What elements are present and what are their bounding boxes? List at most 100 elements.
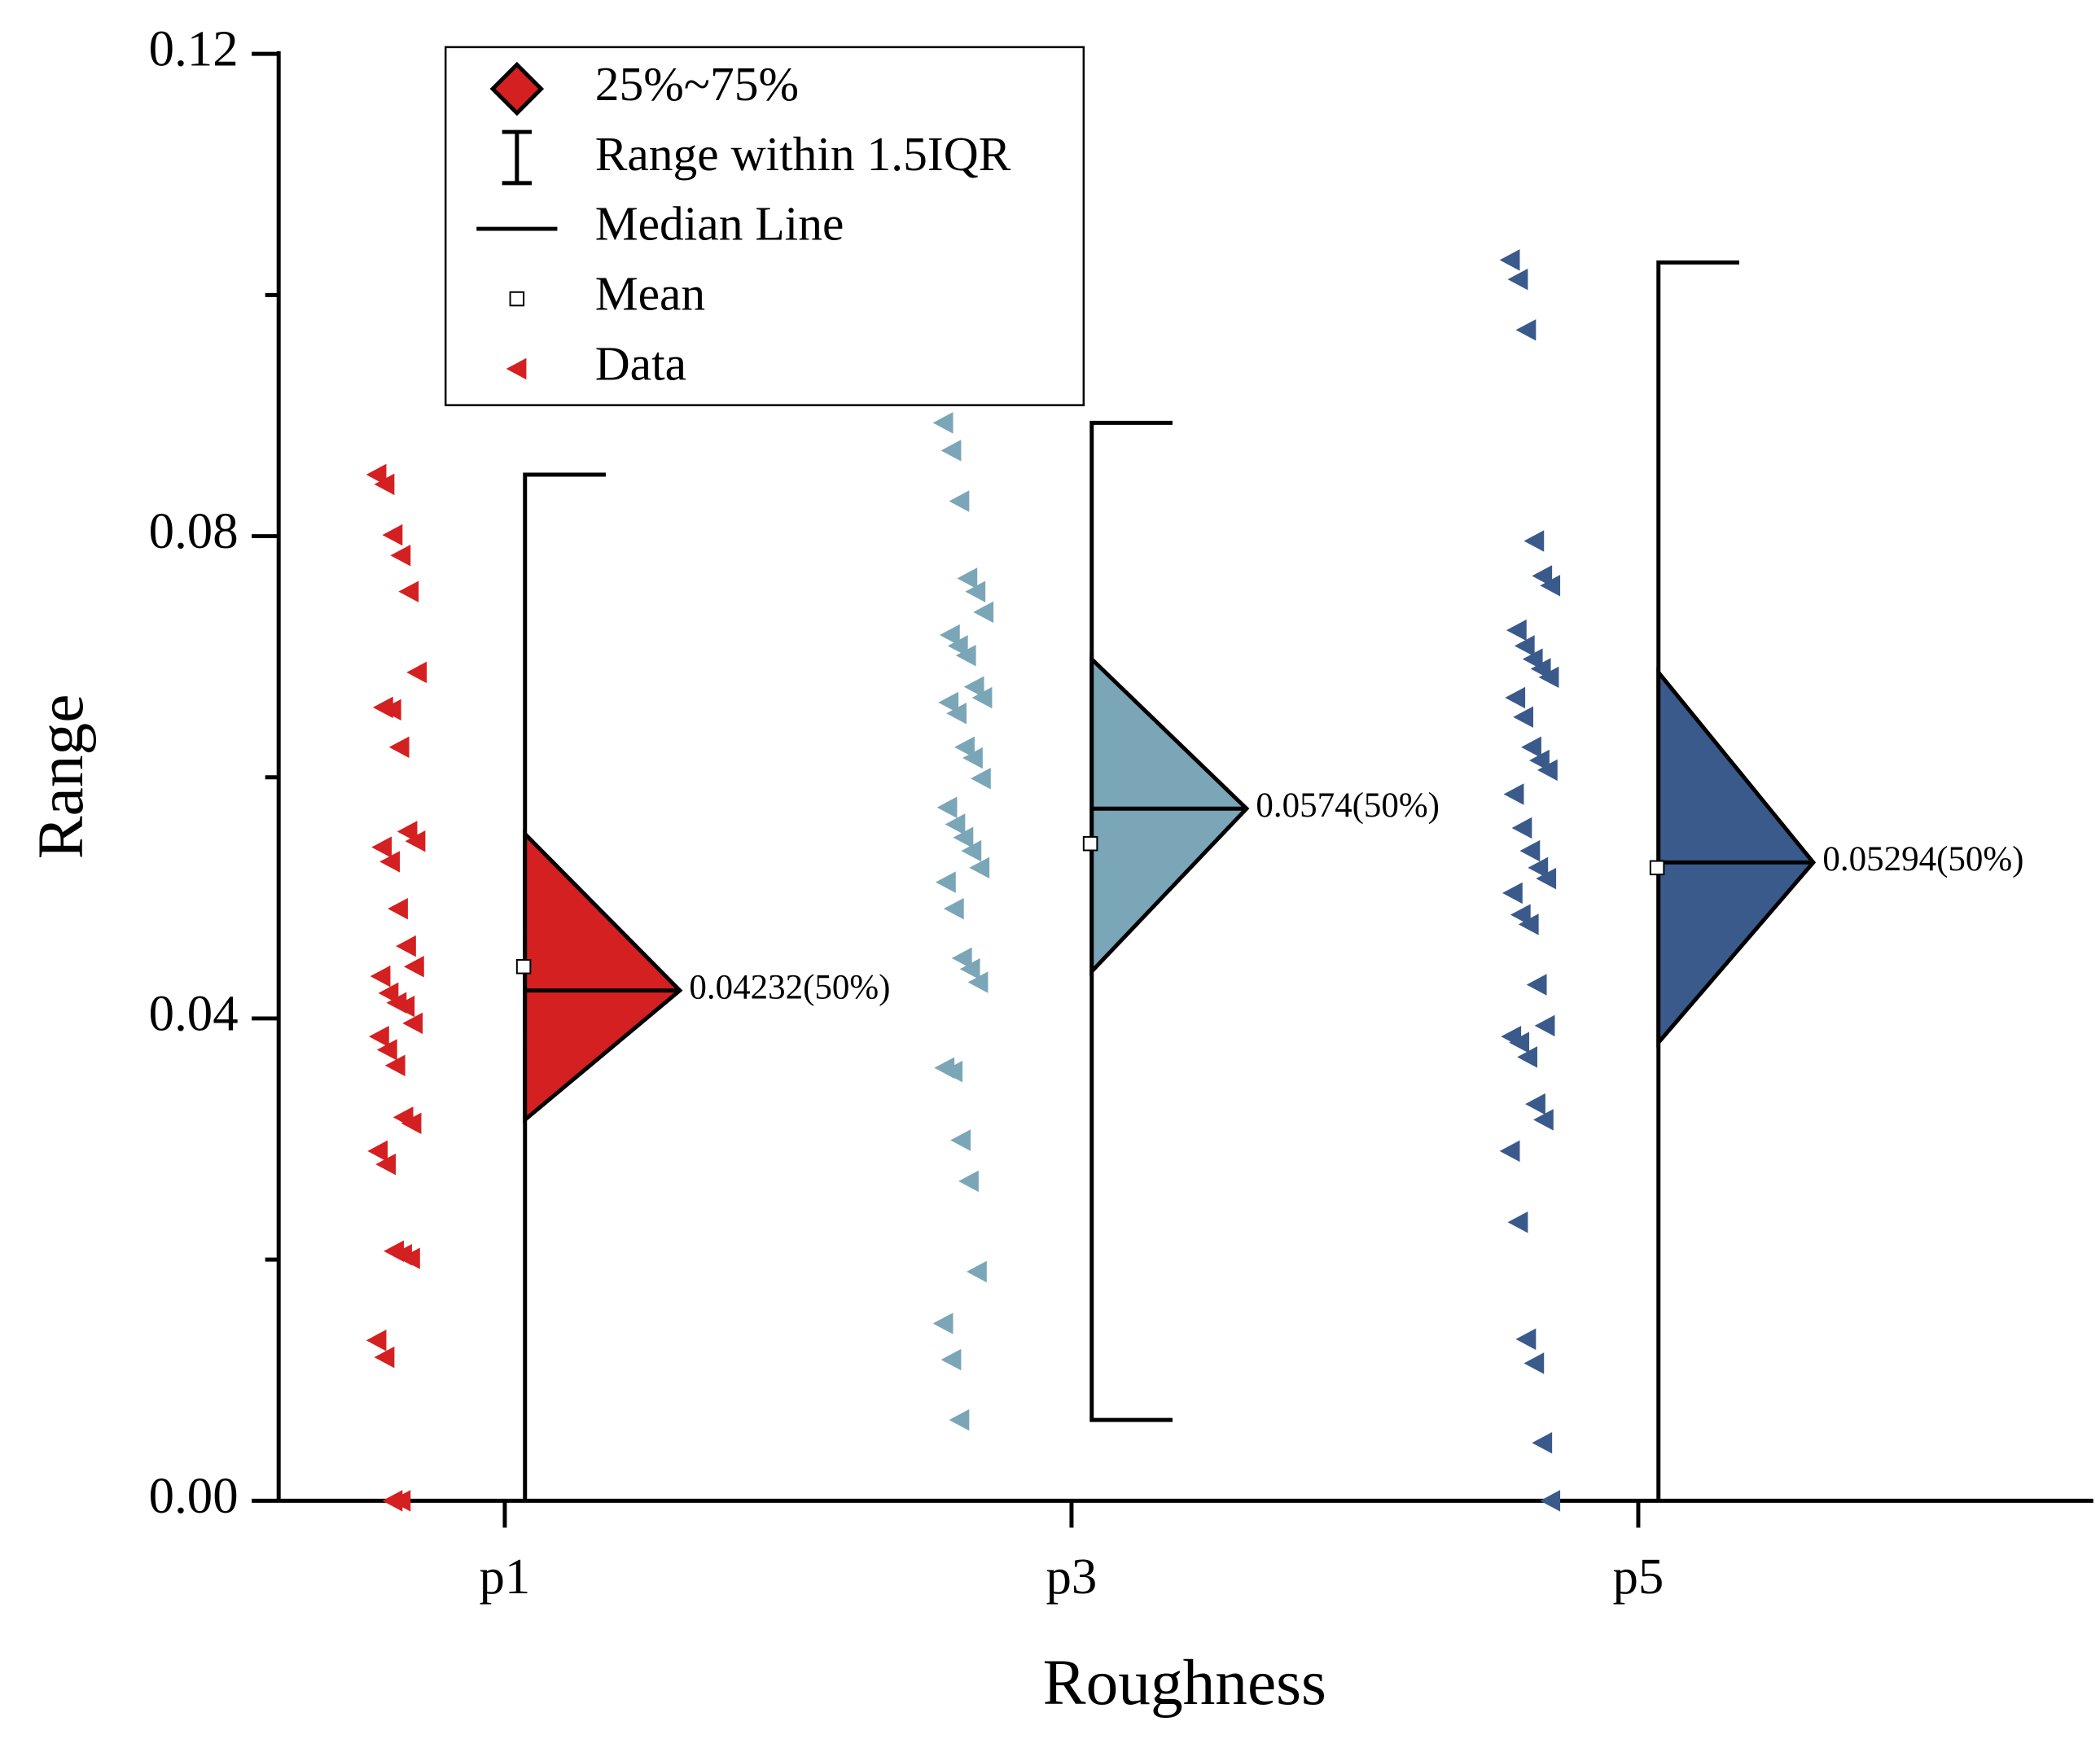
data-point — [935, 871, 956, 893]
x-axis-label: Roughness — [1043, 1647, 1326, 1719]
data-point — [1540, 1490, 1561, 1512]
data-point — [401, 1112, 422, 1135]
data-point — [957, 567, 978, 589]
data-point — [379, 851, 401, 873]
data-point — [388, 736, 410, 758]
data-point — [1511, 817, 1532, 839]
mean-marker — [1082, 835, 1098, 852]
data-point — [1503, 783, 1524, 805]
data-point — [1537, 759, 1558, 782]
data-point — [1502, 882, 1523, 905]
data-point — [967, 971, 989, 993]
data-point — [370, 965, 391, 988]
iqr-box — [1089, 654, 1250, 977]
data-point — [368, 1025, 389, 1048]
data-point — [959, 958, 980, 980]
data-point — [376, 1039, 397, 1061]
data-point — [1519, 839, 1541, 862]
data-point — [951, 947, 972, 970]
data-point — [1532, 565, 1553, 587]
y-tick-label: 0.00 — [149, 1467, 239, 1524]
data-point — [378, 982, 399, 1005]
data-point — [958, 1170, 979, 1193]
x-tick-label: p5 — [1613, 1548, 1664, 1605]
mean-marker — [1649, 860, 1665, 876]
data-point — [1523, 1352, 1545, 1374]
data-point — [366, 1329, 387, 1351]
data-point — [1510, 904, 1531, 926]
data-point — [1521, 736, 1541, 758]
data-point — [953, 826, 974, 849]
data-point — [406, 661, 427, 684]
data-point — [1523, 530, 1545, 552]
data-point — [954, 736, 975, 758]
legend-label: Mean — [595, 267, 705, 321]
legend-symbol — [489, 61, 545, 116]
data-point — [1515, 1328, 1537, 1351]
data-point — [1514, 635, 1535, 657]
legend-symbol — [509, 291, 525, 307]
data-point — [390, 545, 411, 567]
data-point — [946, 703, 967, 725]
data-point — [1534, 1014, 1555, 1037]
y-axis-label: Range — [25, 694, 97, 860]
data-point — [973, 601, 994, 624]
data-point — [400, 1247, 420, 1269]
data-point — [380, 699, 401, 721]
data-point — [932, 1312, 954, 1334]
data-point — [1525, 1093, 1545, 1115]
data-point — [963, 676, 984, 698]
legend-symbol — [506, 357, 527, 380]
data-point — [390, 1490, 411, 1512]
data-point — [940, 440, 962, 462]
data-point — [1515, 319, 1537, 341]
data-point — [371, 836, 392, 858]
y-tick-label: 0.12 — [149, 20, 239, 77]
data-point — [962, 747, 983, 769]
iqr-box — [523, 829, 683, 1124]
x-tick-label: p1 — [480, 1548, 531, 1605]
data-point — [375, 1153, 397, 1176]
median-label: 0.05294(50%) — [1822, 840, 2023, 878]
data-point — [1533, 1109, 1554, 1131]
data-point — [374, 473, 395, 496]
whisker — [1656, 260, 1739, 1501]
data-point — [402, 1012, 423, 1035]
data-point — [945, 813, 966, 835]
legend-label: 25%~75% — [595, 57, 799, 111]
data-point — [394, 995, 415, 1018]
legend-box — [444, 46, 1085, 406]
data-point — [1507, 268, 1528, 291]
data-point — [1518, 913, 1539, 935]
iqr-box — [1656, 666, 1817, 1049]
data-point — [1513, 706, 1534, 728]
legend-label: Median Line — [595, 197, 844, 251]
data-point — [932, 412, 954, 434]
data-point — [969, 856, 990, 879]
data-point — [1507, 1211, 1528, 1233]
data-point — [398, 580, 419, 602]
data-point — [1517, 1046, 1537, 1068]
data-point — [955, 644, 976, 667]
data-point — [1540, 575, 1561, 597]
data-point — [939, 624, 960, 646]
data-point — [396, 935, 416, 957]
data-point — [384, 1054, 406, 1076]
legend-label: Data — [595, 337, 686, 391]
data-point — [1499, 249, 1520, 271]
data-point — [942, 1060, 963, 1083]
data-point — [949, 1408, 970, 1431]
data-point — [1506, 619, 1527, 642]
legend-symbol — [502, 129, 533, 186]
data-point — [366, 463, 387, 486]
x-tick-label: p3 — [1046, 1548, 1098, 1605]
data-point — [1529, 749, 1550, 772]
data-point — [397, 821, 418, 843]
data-point — [949, 490, 970, 512]
data-point — [965, 580, 986, 602]
mean-marker — [515, 959, 532, 975]
data-point — [403, 956, 424, 978]
data-point — [1505, 686, 1526, 709]
data-point — [1509, 1032, 1530, 1053]
data-point — [947, 635, 968, 657]
